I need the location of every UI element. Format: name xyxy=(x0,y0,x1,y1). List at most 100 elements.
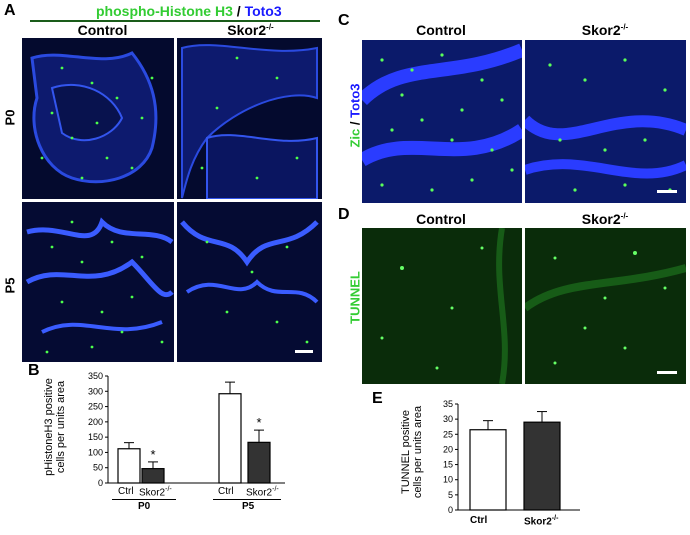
panel-c-col-control: Control xyxy=(360,22,522,38)
tissue-a-p0-control xyxy=(22,38,174,199)
col-control-text: Control xyxy=(77,22,128,38)
d-col-skor2-sup: -/- xyxy=(620,211,629,221)
b-bar xyxy=(247,441,271,484)
b-group-p5: P5 xyxy=(242,501,255,512)
image-d-skor2 xyxy=(525,228,686,384)
zic-stain-label: Zic xyxy=(347,128,363,148)
e-ylabel-line2: cells per units area xyxy=(412,405,424,499)
tissue-d-control xyxy=(362,228,522,384)
c-col-control-text: Control xyxy=(416,22,466,38)
d-col-control-text: Control xyxy=(416,211,466,227)
e-ytick-label: 15 xyxy=(443,460,453,470)
b-group-p0: P0 xyxy=(138,501,151,512)
panel-c-letter: C xyxy=(338,12,350,29)
e-ytick-label: 0 xyxy=(448,505,453,515)
toto3-stain-label: Toto3 xyxy=(244,3,282,19)
b-significance-star: * xyxy=(150,447,155,462)
tissue-a-p0-skor2 xyxy=(177,38,322,199)
tissue-a-p5-skor2 xyxy=(177,202,322,362)
panel-d-col-control: Control xyxy=(360,211,522,227)
b-ytick-label: 200 xyxy=(88,417,103,427)
tunnel-stain-label: TUNNEL xyxy=(347,271,363,324)
panel-e-letter: E xyxy=(372,390,383,407)
scale-bar-a xyxy=(295,350,313,353)
b-bar xyxy=(141,468,165,484)
image-a-p5-control xyxy=(22,202,174,362)
b-skor2-sup-2: -/- xyxy=(272,486,279,493)
e-ytick-label: 20 xyxy=(443,444,453,454)
c-toto3-label: Toto3 xyxy=(347,83,363,118)
e-skor2-text: Skor2 xyxy=(524,516,552,528)
panel-a-title: phospho-Histone H3 / Toto3 xyxy=(96,3,282,19)
phh3-stain-label: phospho-Histone H3 xyxy=(96,3,233,19)
stain-separator: / xyxy=(232,3,245,19)
image-c-control xyxy=(362,40,522,203)
chart-e: 0 5 10 15 20 25 30 35 xyxy=(443,399,580,515)
c-col-skor2-text: Skor2 xyxy=(581,22,621,38)
b-ytick-label: 50 xyxy=(93,463,103,473)
tissue-d-skor2 xyxy=(525,228,686,384)
b-skor2-sup-1: -/- xyxy=(165,486,172,493)
panel-a-col-skor2: Skor2-/- xyxy=(178,22,323,38)
chart-b: 0 50 100 150 200 250 300 350 * * xyxy=(88,371,285,488)
panel-a-letter: A xyxy=(4,2,16,19)
tissue-c-skor2 xyxy=(525,40,686,203)
panel-d-letter: D xyxy=(338,206,350,223)
e-bar xyxy=(523,421,561,511)
e-skor2-sup: -/- xyxy=(551,515,559,522)
e-ytick-label: 10 xyxy=(443,475,453,485)
c-side-sep: / xyxy=(347,117,363,129)
b-skor2-text-1: Skor2 xyxy=(139,487,166,499)
b-ylabel-line2: cells per units area xyxy=(55,380,67,474)
b-xlabel-ctrl-1: Ctrl xyxy=(118,486,134,497)
col-skor2-text: Skor2 xyxy=(227,22,267,38)
b-xlabel-ctrl-2: Ctrl xyxy=(218,486,234,497)
row-p5-text: P5 xyxy=(2,277,18,294)
b-significance-star: * xyxy=(256,415,261,430)
row-label-p0: P0 xyxy=(2,110,17,126)
panel-d-side-label: TUNNEL xyxy=(348,263,363,333)
panel-a-col-control: Control xyxy=(30,22,175,38)
b-xlabel-skor2-1: Skor2-/- xyxy=(139,486,172,498)
e-ytick-label: 25 xyxy=(443,429,453,439)
panel-c-col-skor2: Skor2-/- xyxy=(524,22,686,38)
e-ytick-label: 35 xyxy=(443,399,453,409)
e-ylabel-line1: TUNNEL positive xyxy=(400,410,412,494)
col-skor2-sup: -/- xyxy=(266,22,274,32)
scale-bar-d xyxy=(657,371,677,374)
scale-bar-c xyxy=(657,190,677,193)
image-a-p5-skor2 xyxy=(177,202,322,362)
panel-b-ylabel: pHistoneH3 positive cells per units area xyxy=(43,352,67,502)
image-d-control xyxy=(362,228,522,384)
b-bar xyxy=(117,448,141,484)
panel-a-title-underline xyxy=(30,20,320,22)
b-ytick-label: 300 xyxy=(88,386,103,396)
b-xlabel-skor2-2: Skor2-/- xyxy=(246,486,279,498)
b-ytick-label: 100 xyxy=(88,447,103,457)
image-a-p0-skor2 xyxy=(177,38,322,199)
e-ytick-label: 30 xyxy=(443,414,453,424)
tissue-c-control xyxy=(362,40,522,203)
image-a-p0-control xyxy=(22,38,174,199)
image-c-skor2 xyxy=(525,40,686,203)
e-ytick-label: 5 xyxy=(448,490,453,500)
row-label-p5: P5 xyxy=(2,278,17,294)
e-xlabel-ctrl: Ctrl xyxy=(470,515,488,526)
d-col-skor2-text: Skor2 xyxy=(581,211,621,227)
b-ytick-label: 150 xyxy=(88,432,103,442)
e-bar xyxy=(469,429,507,511)
b-ylabel-line1: pHistoneH3 positive xyxy=(43,378,55,476)
b-group-line-p5 xyxy=(213,499,281,500)
c-col-skor2-sup: -/- xyxy=(620,22,629,32)
panel-d-col-skor2: Skor2-/- xyxy=(524,211,686,227)
b-group-line-p0 xyxy=(112,499,176,500)
panel-e-ylabel: TUNNEL positive cells per units area xyxy=(400,392,424,512)
b-bar xyxy=(218,393,242,484)
b-ytick-label: 0 xyxy=(98,478,103,488)
b-ytick-label: 250 xyxy=(88,402,103,412)
panel-c-side-label: Zic / Toto3 xyxy=(348,71,363,161)
tissue-a-p5-control xyxy=(22,202,174,362)
panel-b-letter: B xyxy=(28,362,40,379)
b-ytick-label: 350 xyxy=(88,371,103,381)
b-skor2-text-2: Skor2 xyxy=(246,487,273,499)
